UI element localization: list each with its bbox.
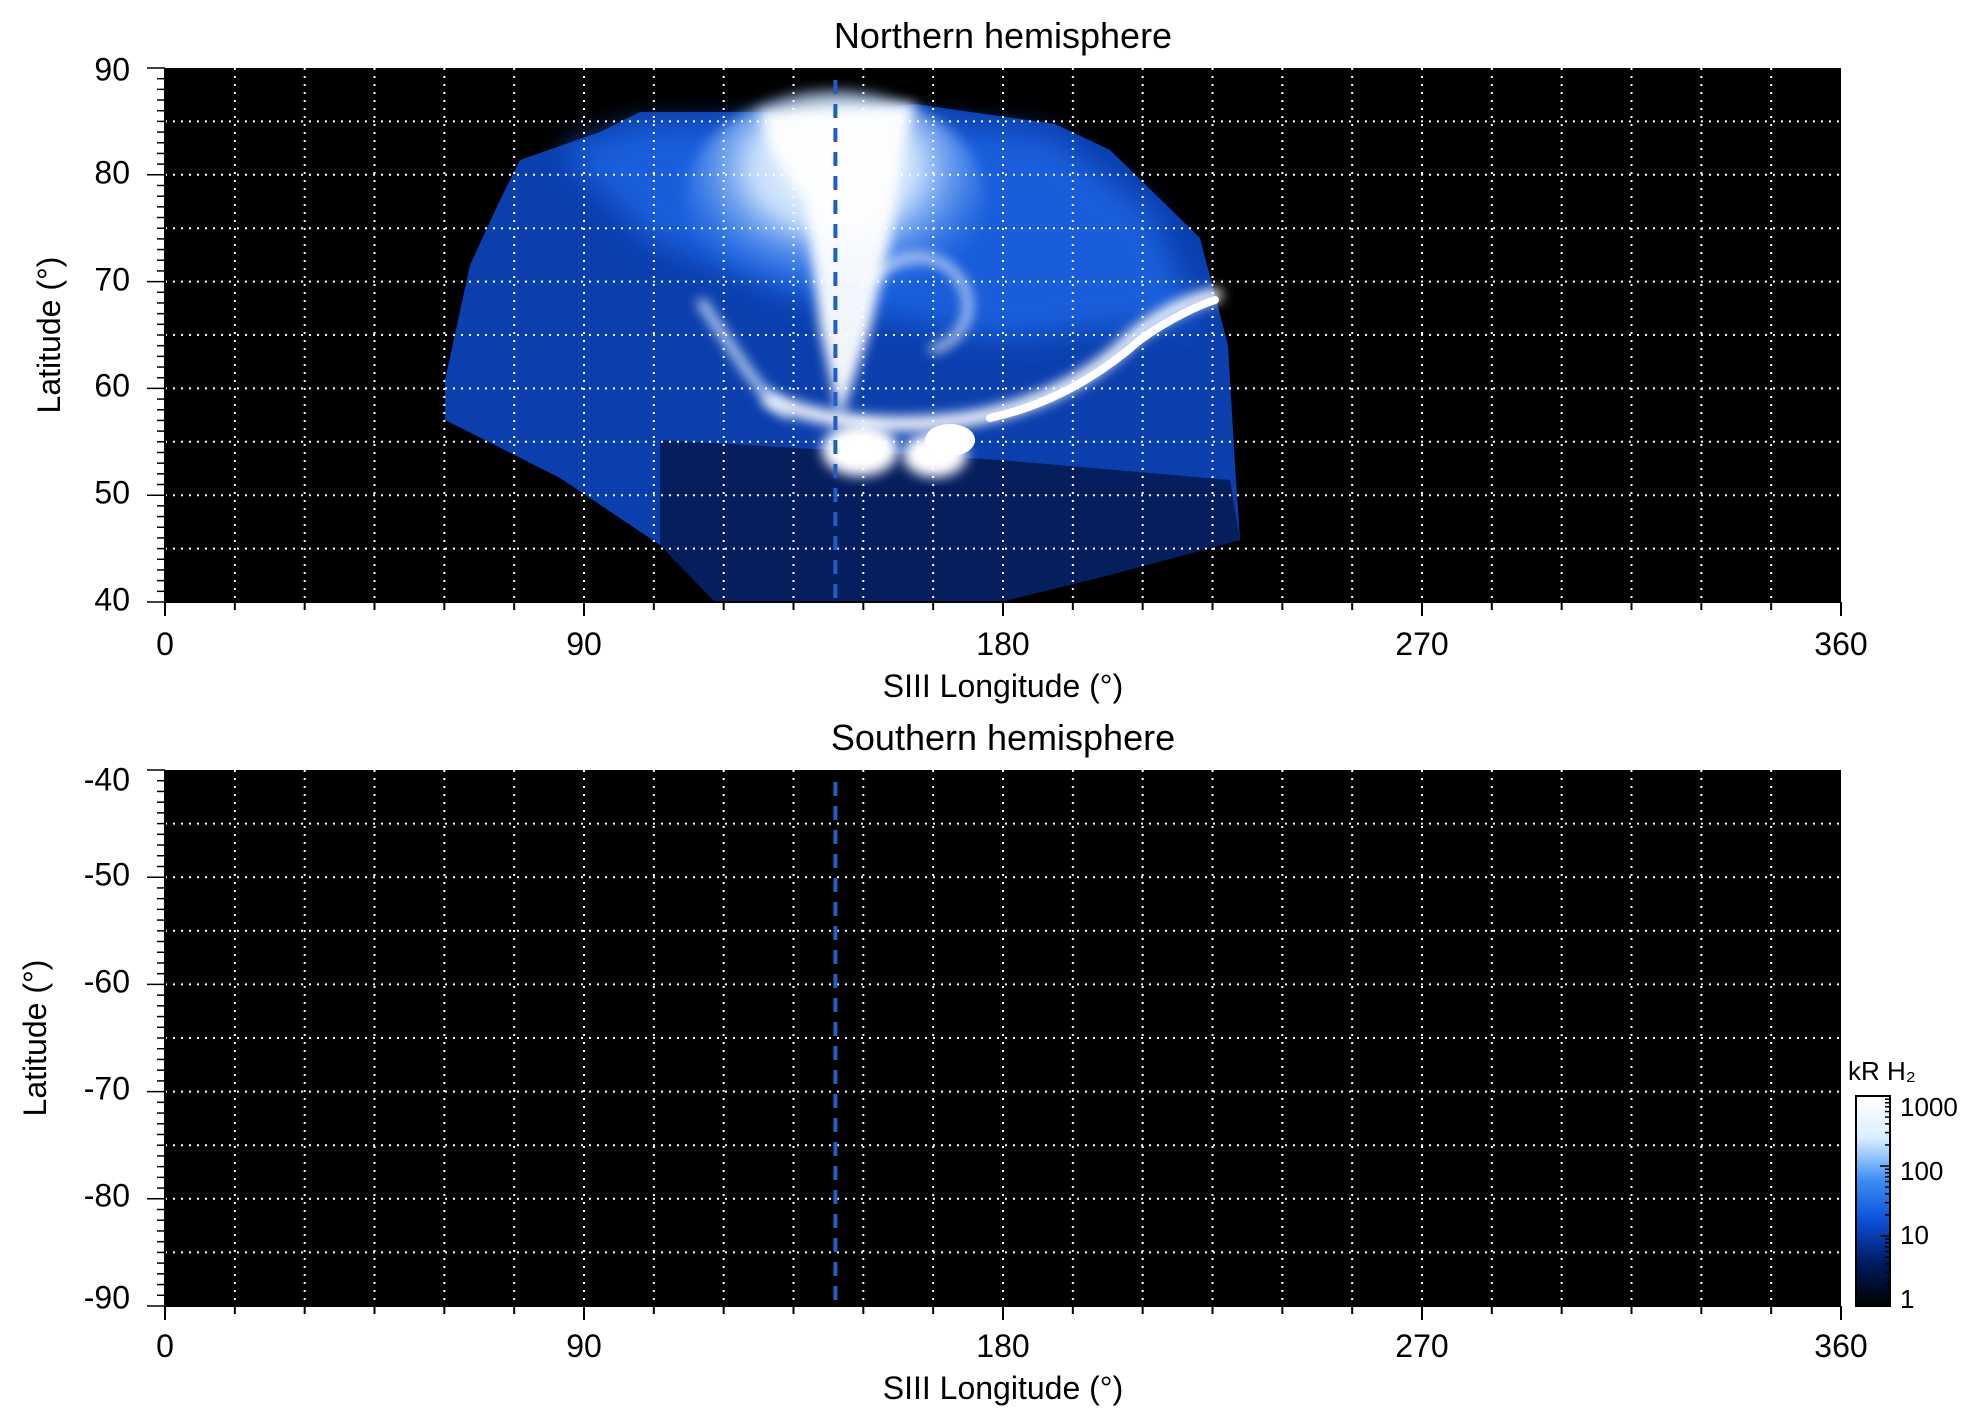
north-title: Northern hemisphere [834,15,1172,56]
north-x-tick-label: 270 [1395,626,1448,662]
south-title: Southern hemisphere [831,717,1175,758]
north-x-tick-label: 180 [976,626,1029,662]
north-footprint-spot [925,424,975,456]
north-x-tick-label: 0 [156,626,174,662]
south-y-tick-label: -90 [84,1279,130,1315]
colorbar-tick-label: 10 [1900,1220,1929,1250]
north-y-tick-label: 40 [94,581,130,617]
north-x-tick-label: 90 [566,626,602,662]
south-x-axis-label: SIII Longitude (°) [883,1370,1123,1406]
north-x-axis-label: SIII Longitude (°) [883,668,1123,704]
south-ticks [147,769,1842,1320]
north-main-oval-core [986,296,1219,422]
north-y-tick-label: 90 [94,51,130,87]
north-y-tick-label: 70 [94,261,130,297]
south-x-tick-label: 0 [156,1328,174,1364]
colorbar-tick-label: 1000 [1900,1092,1958,1122]
south-y-axis-label: Latitude (°) [17,960,53,1117]
colorbar-ticks [1880,1095,1890,1307]
north-y-tick-label: 50 [94,474,130,510]
colorbar-tick-label: 1 [1900,1284,1914,1314]
north-arc-feature [696,297,793,419]
south-x-tick-label: 270 [1395,1328,1448,1364]
north-y-tick-label: 60 [94,367,130,403]
south-grid [165,770,1841,1306]
north-ticks [147,67,1842,616]
south-y-tick-label: -60 [84,963,130,999]
colorbar-gradient [1855,1095,1891,1307]
south-x-tick-label: 180 [976,1328,1029,1364]
colorbar: kR H₂ 1000 100 10 1 [1848,1056,1958,1314]
north-polar-swirl [867,253,973,354]
south-x-tick-label: 360 [1814,1328,1867,1364]
south-y-tick-label: -50 [84,856,130,892]
north-footprint-spot [822,424,898,476]
north-grid [165,68,1841,602]
colorbar-label: kR H₂ [1848,1056,1916,1086]
south-y-tick-label: -40 [84,761,130,797]
south-x-tick-label: 90 [566,1328,602,1364]
north-x-tick-label: 360 [1814,626,1867,662]
south-y-tick-label: -70 [84,1070,130,1106]
north-y-axis-label: Latitude (°) [31,257,67,414]
north-y-tick-label: 80 [94,154,130,190]
north-panel: Northern hemisphere 0 90 [31,15,1868,704]
south-panel: Southern hemisphere 0 90 180 270 360 -40… [17,717,1868,1406]
north-dim-region [660,440,1240,602]
north-polar-core [760,104,915,420]
colorbar-tick-label: 100 [1900,1156,1943,1186]
south-y-tick-label: -80 [84,1177,130,1213]
north-aurora-image [445,90,1240,602]
